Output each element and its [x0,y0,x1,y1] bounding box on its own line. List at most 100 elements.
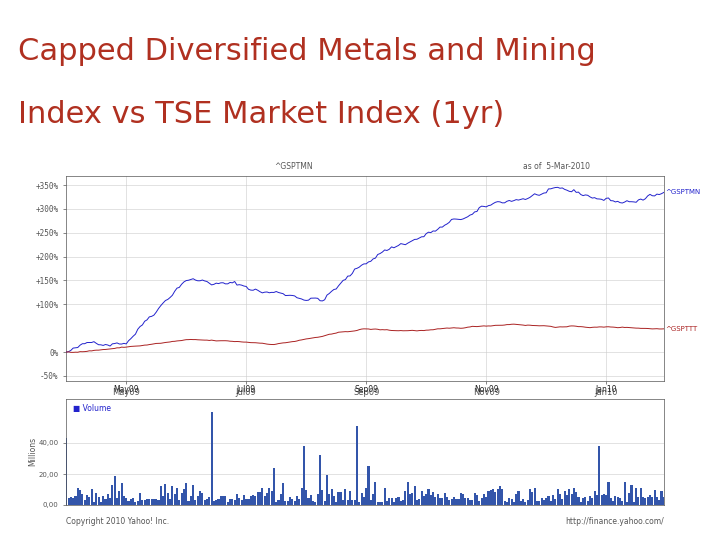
Text: Jul09: Jul09 [237,384,256,394]
Bar [647,497,649,505]
Bar [206,499,208,505]
Bar [418,500,420,505]
Bar [472,500,473,505]
Bar [608,482,610,505]
Bar [573,488,575,505]
Text: ^GSPTMN: ^GSPTMN [274,162,312,171]
Bar [495,492,497,505]
Bar [539,501,540,505]
Bar [171,487,174,505]
Bar [354,500,356,505]
Bar [420,491,423,505]
Bar [464,497,467,505]
Bar [437,494,438,505]
Bar [649,495,651,505]
Bar [405,490,407,505]
Bar [93,502,95,505]
Bar [102,496,104,505]
Bar [356,426,358,505]
Bar [580,502,582,505]
Bar [70,497,72,505]
Bar [317,494,319,505]
Bar [439,498,441,505]
Bar [164,484,166,505]
Bar [451,500,453,505]
Bar [598,447,600,505]
Bar [347,500,348,505]
Bar [600,495,603,505]
Bar [174,495,176,505]
Bar [603,494,605,505]
Bar [167,493,168,505]
Bar [409,494,411,505]
Bar [397,497,400,505]
Bar [566,495,568,505]
Bar [614,496,616,505]
Bar [183,489,185,505]
Bar [407,482,409,505]
Bar [469,500,471,505]
Bar [384,488,386,505]
Bar [319,455,321,505]
Bar [240,500,243,505]
Bar [510,499,513,505]
Bar [227,502,229,505]
Bar [564,490,566,505]
Bar [231,498,233,505]
Bar [501,489,503,505]
Bar [393,502,395,505]
Bar [236,494,238,505]
Bar [656,497,658,505]
Bar [624,482,626,505]
Bar [476,495,478,505]
Y-axis label: Millions: Millions [28,437,37,466]
Bar [635,489,637,505]
Bar [508,498,510,505]
Bar [179,500,180,505]
Bar [340,492,342,505]
Bar [529,489,531,505]
Bar [503,501,505,505]
Bar [261,488,264,505]
Bar [153,499,155,505]
Bar [315,502,317,505]
Bar [323,501,325,505]
Bar [127,501,130,505]
Bar [554,499,557,505]
Bar [349,490,351,505]
Bar [462,494,464,505]
Bar [374,482,377,505]
Bar [449,501,450,505]
Bar [425,494,427,505]
Bar [144,500,145,505]
Bar [621,501,624,505]
Bar [266,492,268,505]
Bar [156,499,157,505]
Bar [642,497,644,505]
Bar [520,501,522,505]
Bar [395,498,397,505]
Bar [577,497,580,505]
Bar [402,501,404,505]
Bar [248,500,250,505]
Bar [485,497,487,505]
Bar [91,489,93,505]
Bar [100,502,102,505]
Bar [342,500,344,505]
Bar [192,485,194,505]
Bar [361,493,363,505]
Bar [202,494,204,505]
Bar [483,494,485,505]
Bar [591,497,593,505]
Bar [81,494,84,505]
Bar [432,492,434,505]
Bar [637,497,639,505]
Bar [478,501,480,505]
Text: ^GSPTMN: ^GSPTMN [665,190,701,195]
Bar [284,501,287,505]
Bar [359,502,360,505]
Bar [559,494,561,505]
Bar [150,499,153,505]
Bar [587,501,589,505]
Bar [370,500,372,505]
